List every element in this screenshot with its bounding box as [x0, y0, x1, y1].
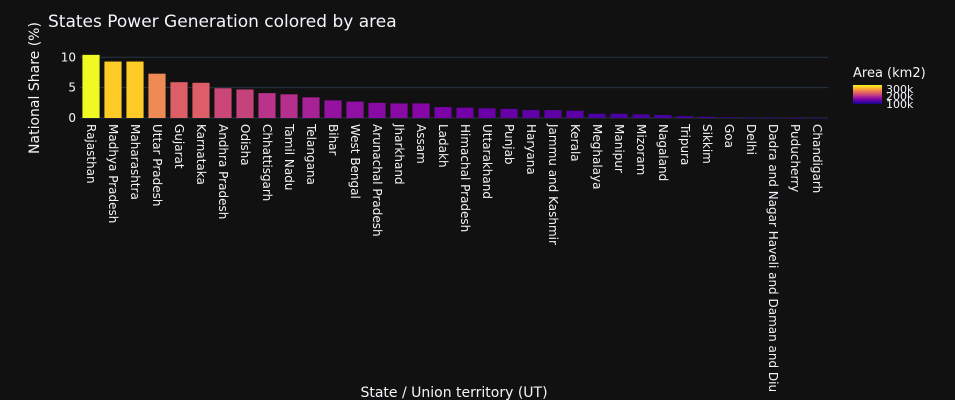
y-axis-title: National Share (%): [27, 22, 43, 154]
bar: [588, 113, 606, 118]
bar: [566, 110, 584, 118]
bar: [280, 94, 298, 118]
bar: [610, 113, 628, 118]
x-tick-label: Maharashtra: [128, 124, 142, 200]
x-tick-label: Assam: [414, 124, 428, 164]
bar: [104, 61, 122, 118]
x-tick-label: Uttar Pradesh: [150, 124, 164, 206]
colorbar-tick-label: 100k: [886, 98, 914, 111]
y-tick-label: 5: [68, 81, 76, 95]
x-tick-label: Himachal Pradesh: [458, 124, 472, 232]
x-tick-label: Chhattisgarh: [260, 124, 274, 201]
bar: [346, 101, 364, 118]
x-tick-label: Sikkim: [700, 124, 714, 164]
x-tick-label: Ladakh: [436, 124, 450, 168]
x-tick-label: Meghalaya: [590, 124, 604, 189]
x-tick-label: Haryana: [524, 124, 538, 175]
x-tick-label: Arunachal Pradesh: [370, 124, 384, 237]
x-tick-label: Karnataka: [194, 124, 208, 185]
y-tick-label: 0: [68, 111, 76, 125]
x-tick-label: Andhra Pradesh: [216, 124, 230, 219]
x-tick-label: Puducherry: [788, 124, 802, 192]
bar: [236, 89, 254, 118]
bar: [148, 73, 166, 118]
x-tick-label: Punjab: [502, 124, 516, 165]
bar: [698, 116, 716, 118]
bar: [654, 114, 672, 118]
x-tick-label: Kerala: [568, 124, 582, 162]
x-tick-label: Mizoram: [634, 124, 648, 175]
x-tick-label: Madhya Pradesh: [106, 124, 120, 223]
x-tick-label: Dadra and Nagar Haveli and Daman and Diu: [766, 124, 780, 392]
bar: [786, 117, 804, 119]
chart-title: States Power Generation colored by area: [48, 12, 397, 32]
bar: [82, 54, 100, 118]
bar: [434, 107, 452, 118]
x-tick-label: Telangana: [304, 123, 318, 185]
x-tick-label: Delhi: [744, 124, 758, 155]
bar: [302, 97, 320, 118]
bar: [368, 102, 386, 118]
y-ticks: 0 5 10: [61, 50, 76, 125]
colorbar-tick-label: 300k: [886, 83, 914, 96]
x-axis-title: State / Union territory (UT): [360, 385, 547, 400]
bar: [412, 103, 430, 118]
x-tick-label: Goa: [722, 124, 736, 148]
x-tick-label: Tamil Nadu: [282, 123, 296, 190]
bar: [456, 107, 474, 118]
x-ticks: Rajasthan Madhya Pradesh Maharashtra Uttar …: [84, 123, 824, 392]
colorbar-title: Area (km2): [853, 66, 926, 81]
bar: [808, 117, 826, 119]
bar: [500, 108, 518, 118]
y-tick-label: 10: [61, 50, 76, 64]
bar: [478, 108, 496, 118]
bar: [170, 82, 188, 118]
x-tick-label: Chandigarh: [810, 124, 824, 193]
gridlines: [80, 56, 828, 119]
x-tick-label: Rajasthan: [84, 124, 98, 184]
x-tick-label: Uttarakhand: [480, 124, 494, 199]
bar: [742, 117, 760, 119]
bar: [632, 114, 650, 118]
x-tick-label: Gujarat: [172, 124, 186, 169]
bar: [192, 82, 210, 118]
x-tick-label: Odisha: [238, 124, 252, 166]
bar: [676, 116, 694, 118]
colorbar-tick-label: 200k: [886, 90, 914, 103]
bar: [214, 88, 232, 118]
x-tick-label: Jammu and Kashmir: [546, 123, 560, 245]
x-tick-label: Tripura: [678, 123, 692, 165]
x-tick-label: Nagaland: [656, 124, 670, 181]
colorbar-gradient: [853, 85, 882, 104]
bar: [258, 93, 276, 118]
bars: [82, 54, 826, 119]
bar: [764, 117, 782, 119]
bar: [390, 103, 408, 118]
x-tick-label: Manipur: [612, 124, 626, 173]
x-tick-label: Bihar: [326, 124, 340, 156]
bar: [324, 100, 342, 118]
bar: [720, 117, 738, 118]
bar: [544, 110, 562, 118]
bar: [126, 61, 144, 118]
x-tick-label: Jharkhand: [392, 123, 406, 185]
x-tick-label: West Bengal: [348, 124, 362, 199]
bar: [522, 110, 540, 118]
